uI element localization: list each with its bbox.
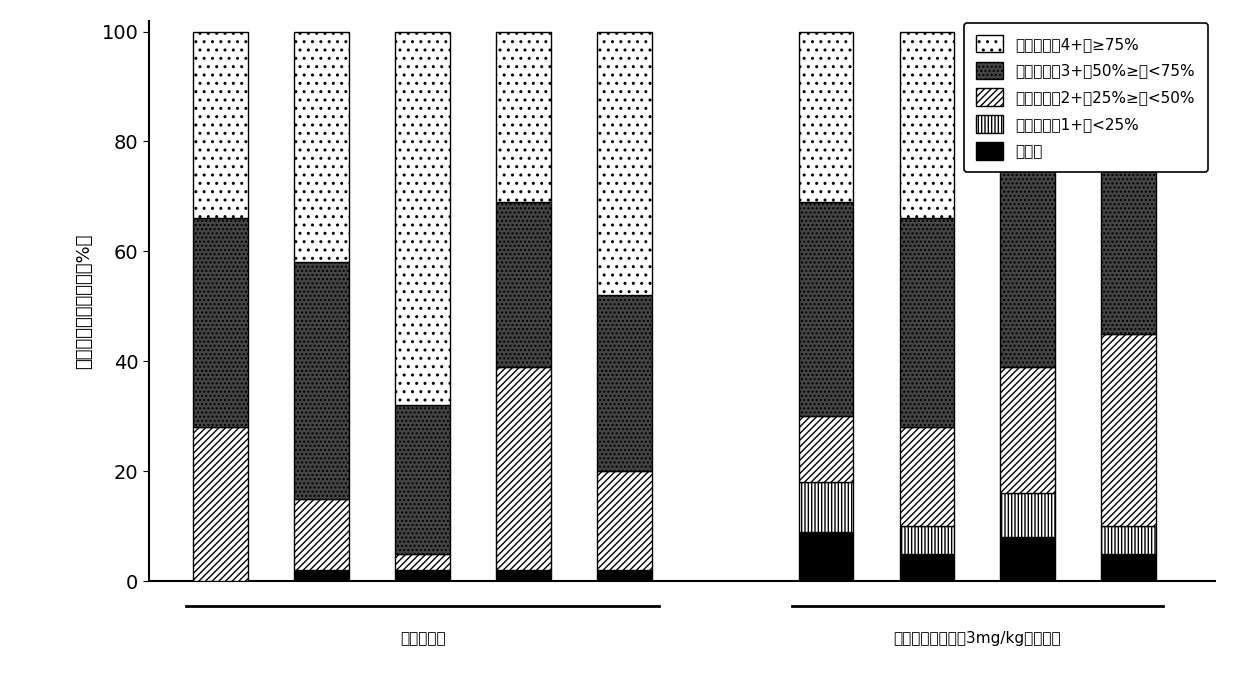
- Bar: [1001, 538, 1055, 581]
- Bar: [294, 31, 350, 263]
- Bar: [799, 417, 853, 482]
- Bar: [1101, 554, 1156, 581]
- Bar: [899, 218, 955, 428]
- Bar: [596, 295, 652, 471]
- Text: 实施例化合物１（3mg/kg）施与组: 实施例化合物１（3mg/kg）施与组: [894, 631, 1061, 646]
- Bar: [1101, 334, 1156, 527]
- Bar: [496, 367, 551, 570]
- Bar: [1001, 31, 1055, 81]
- Bar: [396, 570, 450, 581]
- Text: 肾炎对照组: 肾炎对照组: [399, 631, 445, 646]
- Bar: [193, 31, 248, 218]
- Bar: [294, 570, 350, 581]
- Bar: [799, 31, 853, 202]
- Bar: [1001, 367, 1055, 493]
- Bar: [396, 31, 450, 406]
- Bar: [193, 218, 248, 428]
- Bar: [1001, 81, 1055, 367]
- Bar: [193, 428, 248, 581]
- Bar: [899, 428, 955, 527]
- Bar: [294, 499, 350, 570]
- Bar: [496, 202, 551, 367]
- Bar: [596, 570, 652, 581]
- Bar: [799, 202, 853, 417]
- Bar: [396, 406, 450, 554]
- Bar: [899, 31, 955, 218]
- Bar: [799, 482, 853, 532]
- Bar: [1101, 527, 1156, 554]
- Bar: [799, 532, 853, 581]
- Bar: [1001, 493, 1055, 538]
- Bar: [496, 31, 551, 202]
- Y-axis label: 病变面积分数的比例（%）: 病变面积分数的比例（%）: [76, 233, 93, 369]
- Bar: [596, 31, 652, 295]
- Bar: [899, 554, 955, 581]
- Bar: [396, 554, 450, 570]
- Bar: [496, 570, 551, 581]
- Legend: 病变面积：4+：≥75%, 病变面积：3+：50%≥、<75%, 病变面积：2+：25%≥、<50%, 病变面积：1+：<25%, 无病变: 病变面积：4+：≥75%, 病变面积：3+：50%≥、<75%, 病变面积：2+…: [963, 23, 1208, 172]
- Bar: [596, 471, 652, 570]
- Bar: [899, 527, 955, 554]
- Bar: [294, 263, 350, 499]
- Bar: [1101, 31, 1156, 334]
